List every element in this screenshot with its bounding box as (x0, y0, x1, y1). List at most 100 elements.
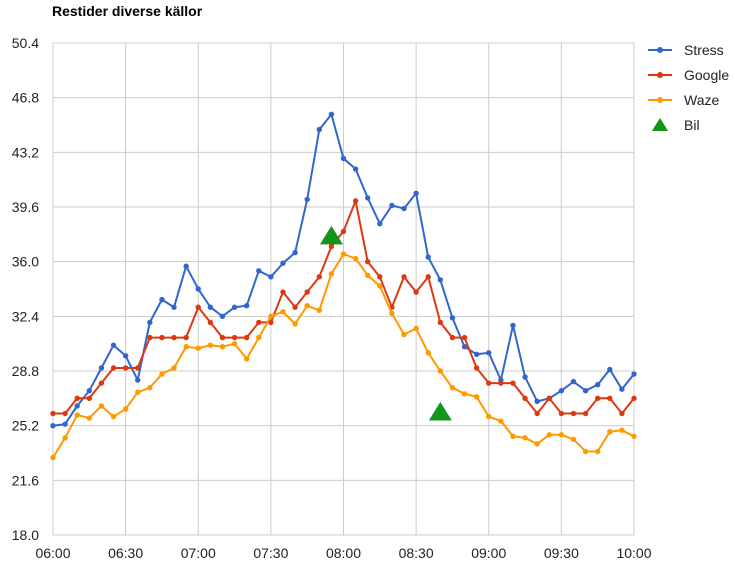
waze-data-point (207, 342, 214, 348)
legend-swatch (651, 118, 669, 131)
waze-data-point (631, 433, 637, 439)
google-data-point (486, 380, 492, 386)
google-data-point (135, 365, 141, 371)
waze-data-point (183, 344, 189, 350)
y-tick-label: 39.6 (12, 199, 39, 215)
waze-data-point (74, 412, 80, 418)
google-data-point (219, 334, 226, 341)
stress-data-point (86, 388, 93, 394)
google-data-point (292, 304, 298, 310)
x-tick-label: 07:30 (253, 545, 288, 561)
legend-swatch-marker (657, 72, 663, 78)
stress-data-point (243, 303, 250, 309)
series-group (50, 111, 637, 461)
stress-data-point (183, 263, 189, 269)
stress-data-point (389, 202, 395, 209)
stress-data-point (74, 403, 80, 409)
google-data-point (473, 365, 480, 371)
google-data-point (534, 410, 540, 417)
google-data-point (449, 334, 456, 341)
stress-data-point (207, 304, 214, 310)
waze-data-point (510, 433, 516, 439)
chart-title: Restider diverse källor (52, 3, 203, 19)
waze-data-point (280, 309, 286, 315)
google-data-point (461, 334, 468, 341)
stress-data-point (110, 342, 117, 348)
google-data-point (183, 334, 189, 341)
stress-data-point (268, 274, 274, 280)
x-tick-label: 06:00 (35, 545, 70, 561)
stress-data-point (219, 313, 226, 320)
stress-data-point (292, 249, 298, 256)
google-data-point (122, 365, 129, 371)
stress-data-point (607, 366, 613, 373)
waze-data-point (50, 454, 56, 461)
stress-data-point (413, 190, 419, 197)
google-data-point (352, 198, 359, 204)
stress-data-point (135, 377, 141, 383)
stress-data-point (558, 388, 565, 394)
waze-data-point (377, 283, 383, 289)
stress-data-point (98, 365, 105, 371)
waze-data-point (243, 356, 250, 362)
google-data-point (594, 395, 601, 402)
stress-data-point (510, 322, 516, 329)
google-data-point (243, 334, 250, 341)
google-data-point (607, 395, 613, 402)
waze-data-point (316, 307, 322, 313)
y-tick-label: 18.0 (12, 527, 39, 543)
x-tick-label: 08:00 (326, 545, 361, 561)
stress-data-point (328, 111, 335, 118)
y-axis-ticks: 18.0 21.6 25.2 28.8 32.4 36.0 39.6 43.2 46.8 50.4 (12, 35, 39, 543)
x-tick-label: 09:00 (471, 545, 506, 561)
legend-label: Bil (684, 117, 700, 133)
x-tick-label: 06:30 (108, 545, 143, 561)
stress-data-point (62, 421, 68, 427)
google-data-point (50, 410, 56, 417)
google-data-point (316, 274, 322, 280)
stress-data-point (425, 254, 431, 260)
series-google (50, 197, 637, 417)
google-data-point (86, 395, 93, 402)
google-data-point (510, 380, 516, 386)
google-data-point (546, 395, 552, 402)
stress-data-point (594, 381, 601, 388)
stress-data-point (280, 260, 286, 266)
waze-data-point (582, 448, 589, 455)
google-data-point (365, 258, 371, 265)
legend-label: Stress (684, 42, 724, 58)
google-data-point (304, 289, 310, 295)
stress-data-point (171, 304, 177, 310)
y-tick-label: 21.6 (12, 472, 39, 488)
stress-data-point (159, 296, 165, 303)
series-stress (50, 111, 637, 429)
google-data-point (413, 289, 419, 295)
waze-data-point (256, 334, 262, 341)
waze-data-point (365, 272, 371, 279)
stress-data-point (619, 386, 625, 392)
waze-data-point (122, 406, 129, 412)
waze-data-point (534, 441, 540, 447)
google-data-point (256, 319, 262, 326)
legend-swatch-marker (657, 47, 663, 53)
google-data-point (110, 365, 117, 371)
stress-data-point (449, 315, 456, 321)
google-data-point (425, 274, 431, 280)
x-tick-label: 09:30 (544, 545, 579, 561)
google-data-point (498, 380, 504, 386)
google-data-point (558, 410, 565, 417)
stress-data-point (231, 304, 238, 310)
stress-data-point (340, 155, 347, 162)
google-data-point (522, 395, 528, 402)
waze-data-point (62, 435, 68, 441)
google-data-point (328, 243, 335, 250)
stress-data-point (631, 371, 637, 377)
waze-data-point (171, 365, 177, 371)
waze-data-point (473, 394, 480, 400)
stress-data-point (522, 374, 528, 380)
waze-data-point (268, 313, 274, 320)
x-tick-label: 07:00 (181, 545, 216, 561)
stress-data-point (256, 268, 262, 274)
waze-data-point (619, 427, 625, 433)
